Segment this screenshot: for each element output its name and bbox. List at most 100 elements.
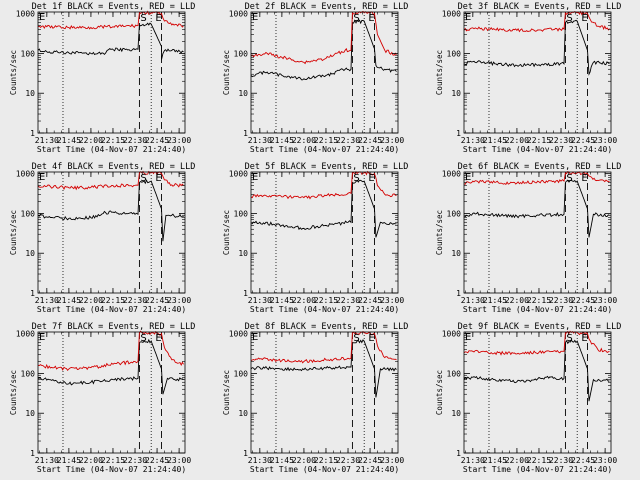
x-axis-label: Start Time (04-Nov-07 21:24:40)	[37, 465, 186, 474]
y-tick-label: 1	[456, 449, 461, 458]
y-tick-label: 100	[447, 209, 462, 218]
marker-e-end: E	[155, 333, 161, 344]
chart-panel-4: Det 4f BLACK = Events, RED = LLD 1 10 100 10…	[9, 162, 195, 314]
chart-panel-9: Det 9f BLACK = Events, RED = LLD 1 10 100 10…	[435, 322, 621, 474]
chart-title: Det 6f BLACK = Events, RED = LLD	[458, 162, 622, 172]
y-tick-label: 1	[456, 289, 461, 298]
marker-e-end: E	[368, 13, 374, 24]
x-axis-label: Start Time (04-Nov-07 21:24:40)	[463, 305, 612, 314]
y-tick-label: 1000	[16, 330, 35, 339]
y-axis-label: Counts/sec	[435, 50, 444, 95]
y-tick-label: 10	[451, 249, 461, 258]
x-axis-label: Start Time (04-Nov-07 21:24:40)	[463, 465, 612, 474]
y-tick-label: 10	[451, 89, 461, 98]
y-tick-label: 100	[447, 369, 462, 378]
x-tick-label: 21:30	[248, 296, 272, 305]
plot-frame	[250, 11, 399, 134]
y-tick-label: 1000	[229, 170, 248, 179]
x-tick-label: 22:30	[549, 136, 573, 145]
series-line-events	[37, 338, 184, 395]
x-tick-label: 22:00	[505, 456, 529, 465]
x-tick-label: 22:45	[145, 136, 169, 145]
chart-panel-5: Det 5f BLACK = Events, RED = LLD 1 10 100 10…	[222, 162, 408, 314]
marker-s: S	[140, 13, 146, 24]
chart-title: Det 2f BLACK = Events, RED = LLD	[245, 2, 409, 12]
x-tick-label: 22:00	[79, 456, 103, 465]
x-tick-label: 21:30	[461, 296, 485, 305]
marker-e-start: E	[252, 332, 258, 343]
x-axis-label: Start Time (04-Nov-07 21:24:40)	[250, 305, 399, 314]
x-axis-label: Start Time (04-Nov-07 21:24:40)	[37, 145, 186, 154]
x-tick-label: 21:45	[270, 296, 294, 305]
x-tick-label: 22:15	[101, 296, 125, 305]
x-tick-label: 22:00	[79, 136, 103, 145]
series-line-events	[37, 22, 184, 60]
series-line-events	[463, 19, 610, 76]
y-axis-label: Counts/sec	[9, 210, 18, 255]
x-tick-label: 22:30	[549, 456, 573, 465]
x-tick-label: 21:45	[483, 456, 507, 465]
x-tick-label: 21:30	[35, 456, 59, 465]
y-tick-label: 100	[234, 209, 249, 218]
x-tick-label: 22:45	[358, 296, 382, 305]
x-tick-label: 22:30	[336, 296, 360, 305]
x-tick-label: 22:00	[505, 136, 529, 145]
x-tick-label: 23:00	[593, 456, 617, 465]
x-tick-label: 23:00	[593, 136, 617, 145]
series-line-lld	[463, 330, 610, 356]
x-tick-label: 22:00	[292, 296, 316, 305]
y-tick-label: 1000	[442, 170, 461, 179]
y-tick-label: 1000	[16, 10, 35, 19]
x-tick-label: 21:45	[270, 456, 294, 465]
y-axis-label: Counts/sec	[435, 210, 444, 255]
series-line-events	[250, 19, 397, 81]
marker-e-start: E	[252, 172, 258, 183]
series-line-lld	[250, 331, 397, 364]
y-tick-label: 10	[25, 89, 35, 98]
x-axis-label: Start Time (04-Nov-07 21:24:40)	[37, 305, 186, 314]
y-tick-label: 1	[456, 129, 461, 138]
marker-s: S	[353, 13, 359, 24]
y-tick-label: 1000	[16, 170, 35, 179]
series-line-events	[37, 179, 184, 242]
y-tick-label: 1	[30, 449, 35, 458]
marker-s: S	[353, 333, 359, 344]
marker-e-start: E	[39, 172, 45, 183]
chart-panel-1: Det 1f BLACK = Events, RED = LLD 1 10 100 10…	[9, 2, 195, 154]
marker-e-end: E	[368, 173, 374, 184]
chart-panel-3: Det 3f BLACK = Events, RED = LLD 1 10 100 10…	[435, 2, 621, 154]
x-axis-label: Start Time (04-Nov-07 21:24:40)	[463, 145, 612, 154]
marker-e-end: E	[368, 333, 374, 344]
series-line-events	[250, 179, 397, 238]
x-axis-label: Start Time (04-Nov-07 21:24:40)	[250, 465, 399, 474]
x-tick-label: 22:30	[336, 456, 360, 465]
y-tick-label: 10	[451, 409, 461, 418]
x-tick-label: 21:30	[461, 136, 485, 145]
plot-frame	[463, 171, 612, 294]
x-tick-label: 22:45	[571, 136, 595, 145]
x-tick-label: 22:15	[314, 136, 338, 145]
y-tick-label: 1000	[442, 10, 461, 19]
y-tick-label: 1	[30, 289, 35, 298]
series-line-lld	[37, 330, 184, 372]
y-tick-label: 100	[21, 209, 36, 218]
x-tick-label: 22:00	[79, 296, 103, 305]
x-tick-label: 21:30	[35, 296, 59, 305]
y-tick-label: 10	[25, 409, 35, 418]
y-axis-label: Counts/sec	[222, 50, 231, 95]
x-tick-label: 22:15	[314, 456, 338, 465]
y-axis-label: Counts/sec	[222, 210, 231, 255]
x-tick-label: 21:45	[483, 136, 507, 145]
marker-e-end: E	[581, 173, 587, 184]
x-tick-label: 21:45	[57, 296, 81, 305]
chart-panel-7: Det 7f BLACK = Events, RED = LLD 1 10 100 10…	[9, 322, 195, 474]
y-tick-label: 1000	[229, 10, 248, 19]
marker-s: S	[140, 333, 146, 344]
y-tick-label: 10	[238, 249, 248, 258]
y-tick-label: 100	[21, 49, 36, 58]
y-axis-label: Counts/sec	[435, 370, 444, 415]
series-line-lld	[250, 170, 397, 200]
x-tick-label: 21:30	[248, 136, 272, 145]
series-line-events	[463, 179, 610, 238]
